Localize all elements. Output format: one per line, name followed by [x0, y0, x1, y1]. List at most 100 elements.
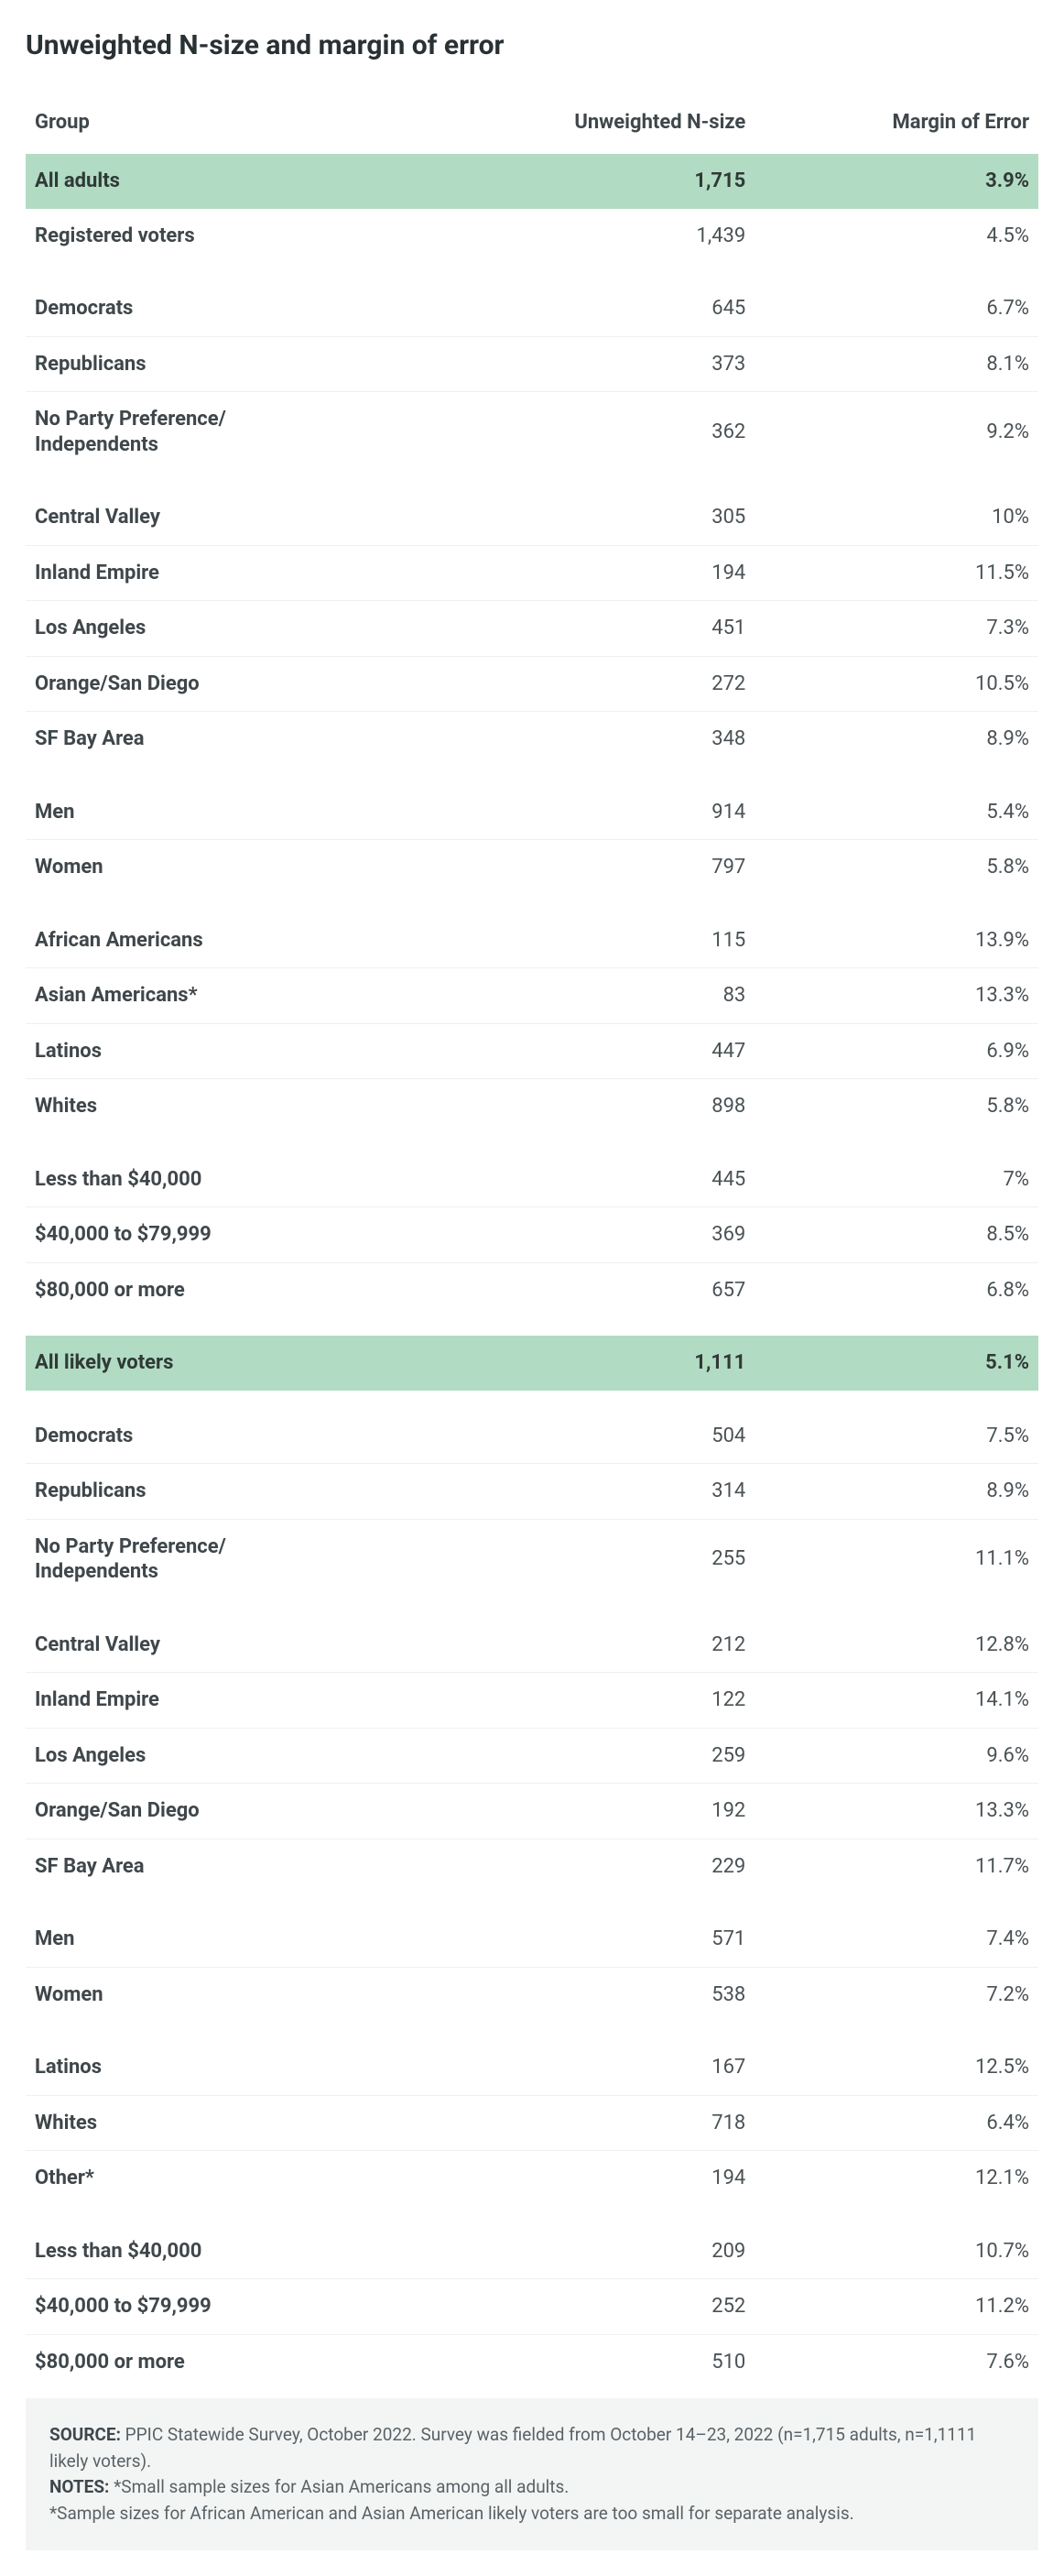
cell-group: Democrats	[26, 1409, 472, 1464]
cell-nsize: 1,439	[472, 209, 755, 264]
cell-nsize: 115	[472, 913, 755, 968]
cell-nsize: 122	[472, 1673, 755, 1729]
cell-nsize: 451	[472, 601, 755, 657]
cell-moe: 12.1%	[755, 2151, 1038, 2206]
cell-nsize: 914	[472, 785, 755, 840]
cell-nsize: 83	[472, 968, 755, 1024]
cell-nsize: 212	[472, 1618, 755, 1673]
table-row: Republicans3148.9%	[26, 1464, 1038, 1520]
cell-moe: 5.8%	[755, 840, 1038, 895]
section-spacer	[26, 1599, 1038, 1618]
cell-group: Asian Americans*	[26, 968, 472, 1024]
table-row: African Americans11513.9%	[26, 913, 1038, 968]
cell-group: Latinos	[26, 2040, 472, 2095]
table-row: All adults1,7153.9%	[26, 154, 1038, 209]
col-header-moe: Margin of Error	[755, 100, 1038, 154]
table-row: Whites8985.8%	[26, 1079, 1038, 1134]
source-label: SOURCE:	[49, 2424, 121, 2445]
cell-group: Whites	[26, 1079, 472, 1134]
section-spacer	[26, 767, 1038, 785]
cell-group: Orange/San Diego	[26, 1784, 472, 1839]
section-spacer	[26, 2022, 1038, 2040]
cell-moe: 10.5%	[755, 656, 1038, 712]
cell-nsize: 259	[472, 1728, 755, 1784]
cell-nsize: 167	[472, 2040, 755, 2095]
section-spacer	[26, 263, 1038, 281]
section-spacer	[26, 472, 1038, 490]
cell-group: Democrats	[26, 281, 472, 336]
cell-group: Registered voters	[26, 209, 472, 264]
cell-nsize: 571	[472, 1912, 755, 1967]
table-row: Inland Empire12214.1%	[26, 1673, 1038, 1729]
cell-group: African Americans	[26, 913, 472, 968]
section-spacer	[26, 1317, 1038, 1336]
cell-moe: 7%	[755, 1152, 1038, 1207]
cell-nsize: 373	[472, 336, 755, 392]
cell-group: All adults	[26, 154, 472, 209]
cell-group: Central Valley	[26, 1618, 472, 1673]
source-text: PPIC Statewide Survey, October 2022. Sur…	[49, 2424, 976, 2472]
table-row: SF Bay Area22911.7%	[26, 1839, 1038, 1894]
cell-moe: 3.9%	[755, 154, 1038, 209]
notes-label: NOTES:	[49, 2476, 109, 2497]
table-row: $40,000 to $79,99925211.2%	[26, 2279, 1038, 2335]
cell-nsize: 898	[472, 1079, 755, 1134]
table-row: All likely voters1,1115.1%	[26, 1336, 1038, 1391]
cell-nsize: 657	[472, 1262, 755, 1317]
cell-nsize: 194	[472, 545, 755, 601]
data-table: Group Unweighted N-size Margin of Error …	[26, 100, 1038, 2389]
table-row: $80,000 or more5107.6%	[26, 2334, 1038, 2389]
cell-moe: 10.7%	[755, 2224, 1038, 2279]
cell-nsize: 272	[472, 656, 755, 712]
cell-nsize: 229	[472, 1839, 755, 1894]
cell-nsize: 314	[472, 1464, 755, 1520]
cell-nsize: 645	[472, 281, 755, 336]
cell-group: Los Angeles	[26, 1728, 472, 1784]
cell-nsize: 194	[472, 2151, 755, 2206]
section-spacer	[26, 895, 1038, 913]
section-spacer	[26, 1894, 1038, 1912]
cell-nsize: 362	[472, 392, 755, 473]
cell-moe: 13.9%	[755, 913, 1038, 968]
cell-moe: 8.1%	[755, 336, 1038, 392]
cell-moe: 8.9%	[755, 1464, 1038, 1520]
table-row: Los Angeles4517.3%	[26, 601, 1038, 657]
cell-group: Other*	[26, 2151, 472, 2206]
table-row: Inland Empire19411.5%	[26, 545, 1038, 601]
section-spacer	[26, 2206, 1038, 2224]
cell-group: Orange/San Diego	[26, 656, 472, 712]
cell-nsize: 445	[472, 1152, 755, 1207]
cell-group: Inland Empire	[26, 545, 472, 601]
cell-group: Women	[26, 840, 472, 895]
table-row: No Party Preference/Independents3629.2%	[26, 392, 1038, 473]
cell-moe: 14.1%	[755, 1673, 1038, 1729]
cell-group: Republicans	[26, 336, 472, 392]
cell-group: No Party Preference/Independents	[26, 1519, 472, 1599]
notes-text: *Small sample sizes for Asian Americans …	[109, 2476, 569, 2497]
cell-moe: 6.9%	[755, 1023, 1038, 1079]
cell-group: $40,000 to $79,999	[26, 2279, 472, 2335]
cell-moe: 5.1%	[755, 1336, 1038, 1391]
cell-moe: 13.3%	[755, 968, 1038, 1024]
cell-nsize: 255	[472, 1519, 755, 1599]
table-row: Less than $40,0004457%	[26, 1152, 1038, 1207]
cell-nsize: 1,715	[472, 154, 755, 209]
cell-moe: 11.1%	[755, 1519, 1038, 1599]
cell-group: Men	[26, 785, 472, 840]
cell-nsize: 797	[472, 840, 755, 895]
col-header-nsize: Unweighted N-size	[472, 100, 755, 154]
cell-nsize: 252	[472, 2279, 755, 2335]
cell-moe: 9.6%	[755, 1728, 1038, 1784]
cell-nsize: 305	[472, 490, 755, 545]
cell-group: Less than $40,000	[26, 2224, 472, 2279]
table-row: Whites7186.4%	[26, 2095, 1038, 2151]
cell-moe: 7.5%	[755, 1409, 1038, 1464]
table-row: Asian Americans*8313.3%	[26, 968, 1038, 1024]
table-row: Men9145.4%	[26, 785, 1038, 840]
table-row: Latinos4476.9%	[26, 1023, 1038, 1079]
cell-group: $80,000 or more	[26, 2334, 472, 2389]
cell-moe: 4.5%	[755, 209, 1038, 264]
cell-group: No Party Preference/Independents	[26, 392, 472, 473]
table-row: Men5717.4%	[26, 1912, 1038, 1967]
cell-nsize: 718	[472, 2095, 755, 2151]
